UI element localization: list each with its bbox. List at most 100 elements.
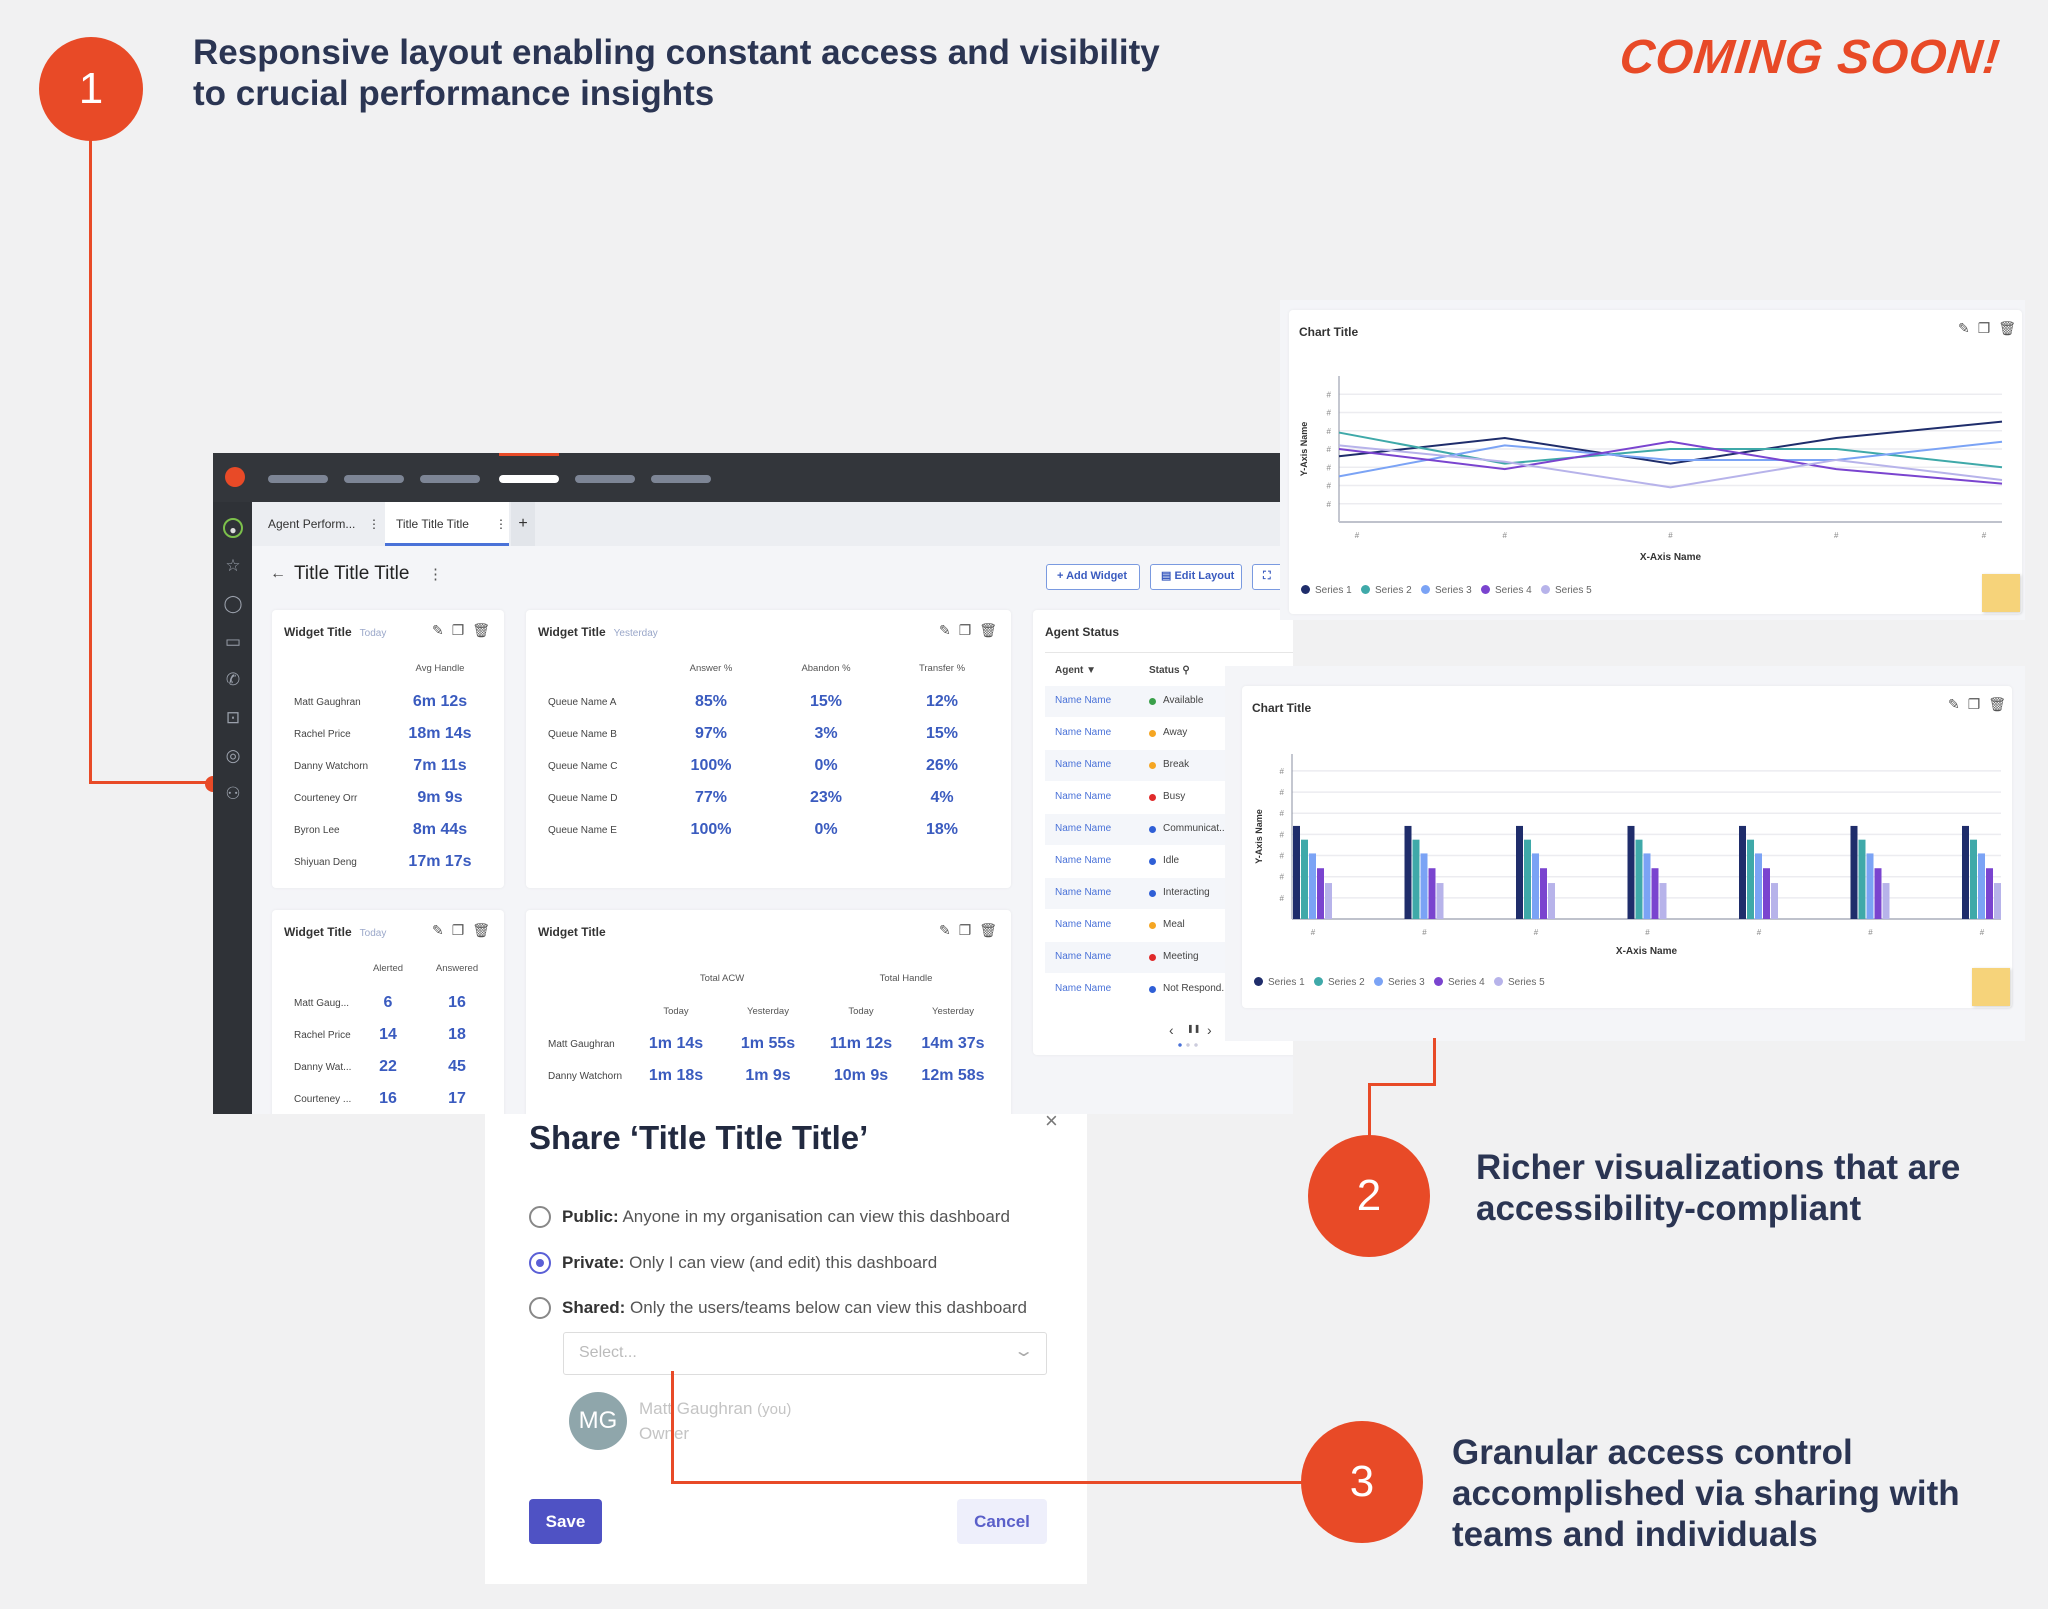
metric-value: 18% (925, 821, 959, 838)
kebab-icon[interactable]: ⋮ (368, 517, 380, 531)
nav-pill-active[interactable] (499, 475, 559, 483)
legend-item[interactable]: Series 1 (1301, 585, 1352, 596)
status-label: Not Respond... (1163, 983, 1230, 994)
agent-name-link[interactable]: Name Name (1055, 855, 1112, 866)
phone-icon[interactable]: ✆ (225, 670, 241, 689)
page-menu-icon[interactable]: ⋮ (428, 566, 443, 583)
back-arrow-icon[interactable]: ← (270, 565, 286, 582)
copy-icon[interactable]: ❐ (1977, 320, 1999, 336)
row-label: Byron Lee (294, 825, 340, 836)
close-icon[interactable]: × (1045, 1108, 1058, 1133)
nav-pill[interactable] (575, 475, 635, 483)
legend-item[interactable]: Series 3 (1421, 585, 1472, 596)
column-header-status[interactable]: Status ⚲ (1149, 665, 1190, 676)
add-tab-button[interactable]: + (511, 502, 535, 546)
status-dot (1149, 698, 1156, 705)
owner-name: Matt Gaughran (you) (639, 1399, 791, 1419)
agent-name-link[interactable]: Name Name (1055, 695, 1112, 706)
table-row: Name Name Break (1045, 750, 1245, 781)
radio-public[interactable] (529, 1206, 551, 1228)
pencil-icon[interactable]: ✎ (1948, 696, 1968, 712)
agent-name-link[interactable]: Name Name (1055, 951, 1112, 962)
option-private[interactable]: Private: Only I can view (and edit) this… (562, 1253, 937, 1273)
legend-item[interactable]: Series 4 (1481, 585, 1532, 596)
legend-item[interactable]: Series 5 (1494, 977, 1545, 988)
kebab-icon[interactable]: ⋮ (495, 517, 507, 531)
avatar-icon[interactable]: ● (223, 518, 243, 538)
cancel-button[interactable]: Cancel (957, 1499, 1047, 1544)
connector-line-1-h (89, 781, 213, 784)
add-widget-button[interactable]: + Add Widget (1046, 564, 1140, 590)
radio-private[interactable] (529, 1252, 551, 1274)
trash-icon[interactable]: 🗑 (1998, 320, 2025, 336)
pencil-icon[interactable]: ✎ (1958, 320, 1978, 336)
legend-item[interactable]: Series 3 (1374, 977, 1425, 988)
column-header: Yesterday (932, 1006, 974, 1017)
trash-icon[interactable]: 🗑 (979, 922, 1006, 938)
tab-title[interactable]: Title Title Title ⋮ (385, 502, 509, 546)
copy-icon[interactable]: ❐ (958, 922, 980, 938)
trash-icon[interactable]: 🗑 (472, 622, 499, 638)
agent-name-link[interactable]: Name Name (1055, 823, 1112, 834)
legend-item[interactable]: Series 2 (1314, 977, 1365, 988)
option-shared[interactable]: Shared: Only the users/teams below can v… (562, 1298, 1027, 1318)
column-header: Transfer % (918, 663, 966, 674)
agent-name-link[interactable]: Name Name (1055, 727, 1112, 738)
connector-line-2 (1433, 1038, 1436, 1086)
copy-icon[interactable]: ❐ (1967, 696, 1989, 712)
star-icon[interactable]: ☆ (225, 556, 241, 575)
trash-icon[interactable]: 🗑 (1988, 696, 2015, 712)
bar (1739, 825, 1746, 919)
agent-name-link[interactable]: Name Name (1055, 887, 1112, 898)
trash-icon[interactable]: 🗑 (472, 922, 499, 938)
pencil-icon[interactable]: ✎ (432, 622, 452, 638)
widget-subtitle: Yesterday (613, 628, 658, 639)
x-tick-label: # (1982, 531, 1987, 540)
pager-prev[interactable]: ‹ (1169, 1022, 1174, 1038)
y-tick-label: # (1327, 463, 1332, 472)
copy-icon[interactable]: ❐ (451, 622, 473, 638)
nav-pill[interactable] (268, 475, 328, 483)
nav-pill[interactable] (420, 475, 480, 483)
pencil-icon[interactable]: ✎ (939, 922, 959, 938)
edit-layout-button[interactable]: ▤ Edit Layout (1150, 564, 1242, 590)
option-public[interactable]: Public: Anyone in my organisation can vi… (562, 1207, 1010, 1227)
legend-item[interactable]: Series 5 (1541, 585, 1592, 596)
pager-pause[interactable]: ❚❚ (1187, 1024, 1201, 1033)
pencil-icon[interactable]: ✎ (432, 922, 452, 938)
agent-name-link[interactable]: Name Name (1055, 919, 1112, 930)
nav-pill[interactable] (344, 475, 404, 483)
callout-badge-1: 1 (39, 37, 143, 141)
legend-swatch (1374, 977, 1383, 986)
lifebuoy-icon[interactable]: ◎ (225, 746, 241, 765)
copy-icon[interactable]: ❐ (451, 922, 473, 938)
column-header-agent[interactable]: Agent ▼ (1055, 665, 1097, 676)
inbox-icon[interactable]: ⊡ (225, 708, 241, 727)
video-icon[interactable]: ▭ (224, 632, 242, 651)
metric-value: 15% (925, 725, 959, 742)
agent-icon[interactable]: ⚇ (225, 784, 241, 803)
legend-item[interactable]: Series 4 (1434, 977, 1485, 988)
copy-icon[interactable]: ❐ (958, 622, 980, 638)
agent-name-link[interactable]: Name Name (1055, 759, 1112, 770)
agent-name-link[interactable]: Name Name (1055, 983, 1112, 994)
agent-name-link[interactable]: Name Name (1055, 791, 1112, 802)
radio-shared[interactable] (529, 1297, 551, 1319)
bar (1651, 868, 1659, 919)
legend-item[interactable]: Series 2 (1361, 585, 1412, 596)
nav-pill[interactable] (651, 475, 711, 483)
chat-icon[interactable]: ◯ (223, 594, 243, 613)
pager-next[interactable]: › (1207, 1022, 1212, 1038)
widget-actions: ✎❐🗑 (432, 622, 498, 639)
save-button[interactable]: Save (529, 1499, 602, 1544)
share-select[interactable]: Select... ⌄ (563, 1332, 1047, 1375)
metric-value: 3% (814, 725, 838, 742)
pencil-icon[interactable]: ✎ (939, 622, 959, 638)
bar (1301, 839, 1308, 919)
y-tick-label: # (1280, 809, 1285, 818)
bar (1962, 825, 1969, 919)
legend-item[interactable]: Series 1 (1254, 977, 1305, 988)
trash-icon[interactable]: 🗑 (979, 622, 1006, 638)
tab-agent-performance[interactable]: Agent Perform... ⋮ (268, 502, 380, 546)
row-label: Courteney Orr (294, 793, 358, 804)
